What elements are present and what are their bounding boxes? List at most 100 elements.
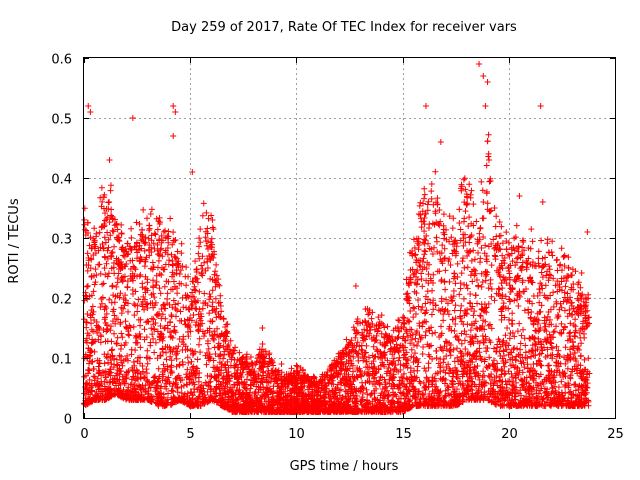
data-point	[243, 387, 250, 394]
data-point	[174, 290, 181, 297]
data-point	[195, 243, 202, 250]
data-point	[109, 249, 116, 256]
data-point	[447, 261, 454, 268]
data-point	[364, 391, 371, 398]
data-point	[419, 304, 426, 311]
data-point	[369, 352, 376, 359]
data-point	[469, 278, 476, 285]
data-point	[423, 232, 430, 239]
data-point	[198, 262, 205, 269]
data-point	[418, 276, 425, 283]
data-point	[483, 256, 490, 263]
data-point	[122, 318, 129, 325]
data-point	[157, 330, 164, 337]
data-point	[425, 383, 432, 390]
data-point	[419, 350, 426, 357]
data-point	[416, 388, 423, 395]
data-point	[561, 323, 568, 330]
data-point	[564, 365, 571, 372]
data-point	[365, 354, 372, 361]
data-point	[433, 383, 440, 390]
data-point	[99, 281, 106, 288]
data-point	[196, 335, 203, 342]
data-point	[518, 332, 525, 339]
data-point	[450, 346, 457, 353]
data-point	[441, 255, 448, 262]
data-point	[543, 338, 550, 345]
data-point	[197, 323, 204, 330]
data-point	[479, 332, 486, 339]
data-point	[390, 355, 397, 362]
data-point	[171, 323, 178, 330]
data-point	[558, 320, 565, 327]
data-point	[397, 361, 404, 368]
data-point	[516, 320, 523, 327]
data-point	[168, 312, 175, 319]
data-point	[152, 339, 159, 346]
data-point	[521, 307, 528, 314]
data-point	[404, 364, 411, 371]
data-point	[184, 354, 191, 361]
data-point	[461, 337, 468, 344]
data-point	[170, 229, 177, 236]
data-point	[466, 351, 473, 358]
data-point	[159, 377, 166, 384]
data-point	[411, 244, 418, 251]
data-point	[224, 358, 231, 365]
data-point	[93, 318, 100, 325]
data-point	[475, 389, 482, 396]
data-point	[517, 346, 524, 353]
data-point	[185, 359, 192, 366]
data-point	[428, 311, 435, 318]
data-point	[146, 222, 153, 229]
data-point	[154, 355, 161, 362]
data-point	[163, 356, 170, 363]
data-point	[217, 299, 224, 306]
data-point	[483, 162, 490, 169]
data-point	[418, 224, 425, 231]
data-point	[154, 241, 161, 248]
data-point	[145, 318, 152, 325]
data-point	[520, 326, 527, 333]
data-point	[438, 323, 445, 330]
data-point	[471, 256, 478, 263]
data-point	[487, 276, 494, 283]
data-point	[433, 234, 440, 241]
data-point	[432, 329, 439, 336]
data-point	[553, 323, 560, 330]
data-point	[415, 338, 422, 345]
data-point	[147, 342, 154, 349]
data-point	[174, 307, 181, 314]
data-point	[561, 307, 568, 314]
data-point	[532, 327, 539, 334]
data-point	[191, 283, 198, 290]
data-point	[477, 313, 484, 320]
data-point	[425, 360, 432, 367]
data-point	[487, 380, 494, 387]
data-point	[156, 285, 163, 292]
data-point	[544, 313, 551, 320]
data-point	[108, 265, 115, 272]
data-point	[457, 307, 464, 314]
data-point	[585, 355, 592, 362]
data-point	[426, 393, 433, 400]
data-point	[511, 297, 518, 304]
data-point	[164, 296, 171, 303]
data-point	[575, 361, 582, 368]
data-point	[521, 364, 528, 371]
data-point	[491, 345, 498, 352]
data-point	[519, 377, 526, 384]
data-point	[118, 310, 125, 317]
data-point	[426, 327, 433, 334]
data-point	[113, 283, 120, 290]
data-point	[422, 300, 429, 307]
data-point	[414, 342, 421, 349]
data-point	[410, 304, 417, 311]
data-point	[483, 188, 490, 195]
data-point	[143, 285, 150, 292]
data-point	[470, 312, 477, 319]
data-point	[150, 277, 157, 284]
data-point	[460, 295, 467, 302]
data-point	[531, 341, 538, 348]
data-point	[252, 389, 259, 396]
